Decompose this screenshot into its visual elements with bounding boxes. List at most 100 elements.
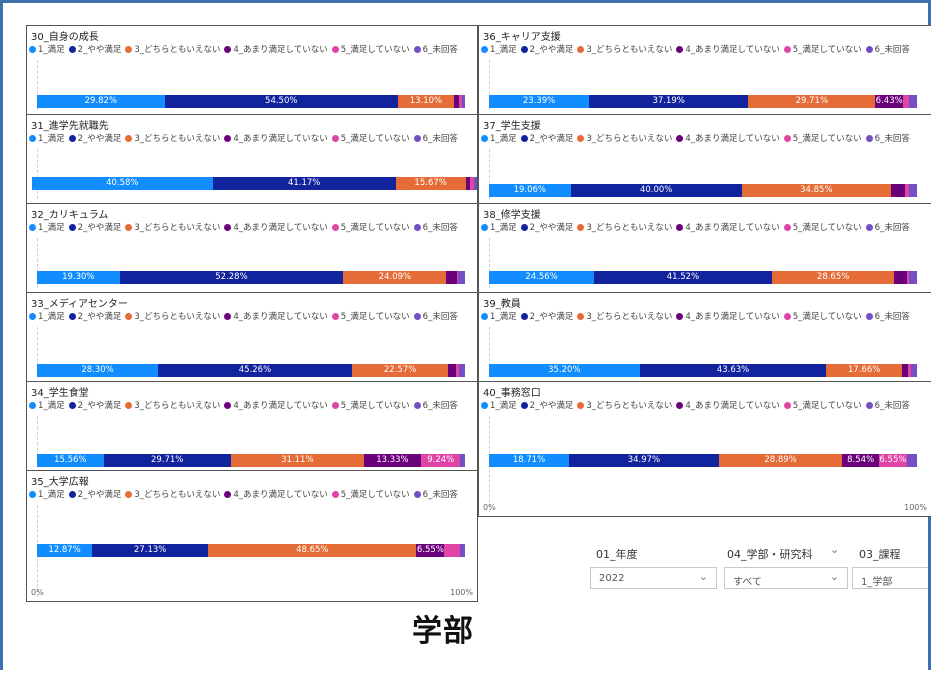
chart-panel[interactable]: 34_学生食堂 1_満足 2_やや満足 3_どちらともいえない 4_あまり満足していない… — [26, 381, 478, 471]
bar-segment[interactable]: 45.26% — [158, 364, 352, 377]
chart-panel[interactable]: 36_キャリア支援 1_満足 2_やや満足 3_どちらともいえない 4_あまり満足してい… — [478, 25, 931, 115]
legend-item[interactable]: 6_未回答 — [865, 310, 910, 322]
legend-item[interactable]: 1_満足 — [29, 132, 65, 144]
bar-segment[interactable]: 6.55% — [416, 544, 445, 557]
legend-item[interactable]: 5_満足していない — [331, 399, 410, 411]
bar-segment[interactable]: 12.87% — [37, 544, 93, 557]
bar-segment[interactable] — [910, 364, 917, 377]
slicer-year-dropdown[interactable]: 2022 ⌄ — [590, 567, 717, 589]
chart-panel[interactable]: 38_修学支援 1_満足 2_やや満足 3_どちらともいえない 4_あまり満足していない… — [478, 203, 931, 293]
bar-segment[interactable]: 40.00% — [570, 184, 742, 197]
bar-segment[interactable]: 9.24% — [420, 454, 461, 467]
bar-segment[interactable]: 22.57% — [351, 364, 449, 377]
bar-segment[interactable] — [465, 177, 471, 190]
bar-segment[interactable]: 29.71% — [103, 454, 231, 467]
bar-segment[interactable] — [909, 184, 917, 197]
legend-item[interactable]: 6_未回答 — [865, 43, 910, 55]
bar-segment[interactable]: 48.65% — [208, 544, 417, 557]
chart-panel[interactable]: 39_教員 1_満足 2_やや満足 3_どちらともいえない 4_あまり満足していない 5_… — [478, 292, 931, 382]
legend-item[interactable]: 2_やや満足 — [68, 488, 121, 500]
chart-panel[interactable]: 32_カリキュラム 1_満足 2_やや満足 3_どちらともいえない 4_あまり満足してい… — [26, 203, 478, 293]
bar-segment[interactable]: 27.13% — [92, 544, 209, 557]
bar-segment[interactable]: 37.19% — [589, 95, 749, 108]
legend-item[interactable]: 4_あまり満足していない — [224, 221, 328, 233]
bar-segment[interactable] — [470, 177, 475, 190]
legend-item[interactable]: 3_どちらともいえない — [577, 310, 672, 322]
legend-item[interactable]: 4_あまり満足していない — [676, 399, 780, 411]
bar-segment[interactable] — [461, 95, 465, 108]
legend-item[interactable]: 1_満足 — [481, 399, 517, 411]
bar-segment[interactable] — [906, 454, 917, 467]
slicer-course-dropdown[interactable]: 1_学部 — [852, 567, 928, 589]
legend-item[interactable]: 5_満足していない — [331, 132, 410, 144]
legend-item[interactable]: 3_どちらともいえない — [125, 43, 220, 55]
bar-segment[interactable] — [905, 184, 910, 197]
legend-item[interactable]: 1_満足 — [29, 488, 65, 500]
slicer-faculty-dropdown[interactable]: すべて ⌄ — [724, 567, 848, 589]
bar-segment[interactable] — [474, 177, 477, 190]
legend-item[interactable]: 3_どちらともいえない — [125, 310, 220, 322]
bar-segment[interactable]: 40.58% — [32, 177, 213, 190]
legend-item[interactable]: 3_どちらともいえない — [125, 488, 220, 500]
legend-item[interactable]: 2_やや満足 — [68, 43, 121, 55]
bar-segment[interactable]: 24.09% — [343, 271, 447, 284]
bar-segment[interactable]: 24.56% — [489, 271, 595, 284]
legend-item[interactable]: 2_やや満足 — [68, 132, 121, 144]
bar-segment[interactable]: 54.50% — [164, 95, 398, 108]
legend-item[interactable]: 2_やや満足 — [520, 399, 573, 411]
legend-item[interactable]: 3_どちらともいえない — [125, 132, 220, 144]
legend-item[interactable]: 5_満足していない — [783, 132, 862, 144]
chart-panel[interactable]: 37_学生支援 1_満足 2_やや満足 3_どちらともいえない 4_あまり満足していない… — [478, 114, 931, 204]
bar-segment[interactable] — [444, 544, 460, 557]
bar-segment[interactable] — [446, 271, 457, 284]
bar-segment[interactable]: 28.30% — [37, 364, 159, 377]
bar-segment[interactable]: 13.10% — [397, 95, 454, 108]
legend-item[interactable]: 6_未回答 — [413, 43, 458, 55]
legend-item[interactable]: 2_やや満足 — [68, 310, 121, 322]
legend-item[interactable]: 2_やや満足 — [520, 132, 573, 144]
legend-item[interactable]: 5_満足していない — [331, 221, 410, 233]
bar-segment[interactable]: 34.97% — [569, 454, 719, 467]
legend-item[interactable]: 4_あまり満足していない — [676, 43, 780, 55]
chart-panel[interactable]: 33_メディアセンター 1_満足 2_やや満足 3_どちらともいえない 4_あまり満足し… — [26, 292, 478, 382]
bar-segment[interactable] — [456, 364, 460, 377]
legend-item[interactable]: 5_満足していない — [331, 43, 410, 55]
legend-item[interactable]: 5_満足していない — [331, 488, 410, 500]
legend-item[interactable]: 6_未回答 — [413, 221, 458, 233]
legend-item[interactable]: 3_どちらともいえない — [125, 399, 220, 411]
legend-item[interactable]: 3_どちらともいえない — [577, 132, 672, 144]
legend-item[interactable]: 3_どちらともいえない — [577, 399, 672, 411]
bar-segment[interactable]: 43.63% — [639, 364, 827, 377]
legend-item[interactable]: 2_やや満足 — [520, 221, 573, 233]
bar-segment[interactable]: 15.56% — [37, 454, 104, 467]
legend-item[interactable]: 1_満足 — [29, 310, 65, 322]
legend-item[interactable]: 6_未回答 — [865, 132, 910, 144]
bar-segment[interactable] — [907, 364, 911, 377]
bar-segment[interactable]: 41.17% — [212, 177, 396, 190]
bar-segment[interactable] — [909, 95, 917, 108]
bar-segment[interactable]: 6.43% — [875, 95, 903, 108]
bar-segment[interactable] — [459, 364, 465, 377]
legend-item[interactable]: 4_あまり満足していない — [676, 221, 780, 233]
bar-segment[interactable]: 13.33% — [363, 454, 421, 467]
legend-item[interactable]: 2_やや満足 — [520, 43, 573, 55]
legend-item[interactable]: 2_やや満足 — [520, 310, 573, 322]
bar-segment[interactable]: 35.20% — [489, 364, 640, 377]
bar-segment[interactable] — [453, 95, 460, 108]
bar-segment[interactable] — [456, 271, 458, 284]
legend-item[interactable]: 3_どちらともいえない — [577, 43, 672, 55]
legend-item[interactable]: 6_未回答 — [413, 132, 458, 144]
legend-item[interactable]: 1_満足 — [481, 132, 517, 144]
bar-segment[interactable] — [902, 95, 910, 108]
legend-item[interactable]: 4_あまり満足していない — [224, 43, 328, 55]
legend-item[interactable]: 6_未回答 — [413, 399, 458, 411]
bar-segment[interactable]: 29.82% — [37, 95, 165, 108]
legend-item[interactable]: 6_未回答 — [865, 221, 910, 233]
legend-item[interactable]: 2_やや満足 — [68, 399, 121, 411]
bar-segment[interactable]: 17.66% — [826, 364, 902, 377]
legend-item[interactable]: 3_どちらともいえない — [125, 221, 220, 233]
legend-item[interactable]: 5_満足していない — [331, 310, 410, 322]
bar-segment[interactable]: 34.85% — [741, 184, 891, 197]
chart-panel[interactable]: 31_進学先就職先 1_満足 2_やや満足 3_どちらともいえない 4_あまり満足してい… — [26, 114, 478, 204]
bar-segment[interactable] — [448, 364, 457, 377]
